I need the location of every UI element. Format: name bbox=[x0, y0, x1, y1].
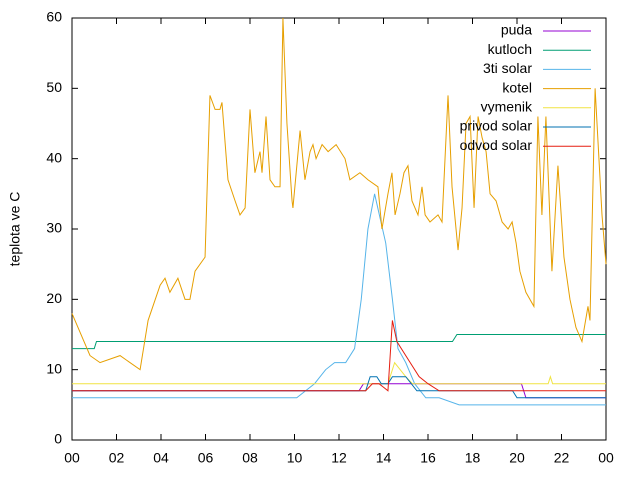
y-tick-label: 10 bbox=[46, 360, 62, 376]
legend-label: 3ti solar bbox=[483, 60, 532, 76]
y-tick-label: 60 bbox=[46, 9, 62, 25]
legend-label: vymenik bbox=[481, 99, 533, 115]
x-tick-label: 02 bbox=[109, 450, 125, 466]
x-tick-label: 20 bbox=[509, 450, 525, 466]
x-tick-label: 22 bbox=[554, 450, 570, 466]
series-line bbox=[72, 334, 606, 350]
x-tick-label: 00 bbox=[64, 450, 80, 466]
x-tick-label: 12 bbox=[331, 450, 347, 466]
legend-label: odvod solar bbox=[460, 137, 533, 153]
legend-label: kutloch bbox=[488, 41, 532, 57]
x-tick-label: 14 bbox=[376, 450, 392, 466]
legend-label: privod solar bbox=[460, 118, 533, 134]
series-line bbox=[71, 17, 607, 371]
y-axis-label: teplota ve C bbox=[7, 192, 23, 267]
legend-label: kotel bbox=[502, 79, 532, 95]
y-tick-label: 30 bbox=[46, 220, 62, 236]
series-line bbox=[72, 193, 606, 406]
y-tick-label: 0 bbox=[54, 431, 62, 447]
series-line bbox=[72, 376, 606, 399]
x-tick-label: 18 bbox=[465, 450, 481, 466]
legend-label: puda bbox=[501, 22, 532, 38]
y-tick-label: 20 bbox=[46, 290, 62, 306]
x-tick-label: 00 bbox=[598, 450, 614, 466]
y-tick-label: 50 bbox=[46, 79, 62, 95]
x-tick-label: 06 bbox=[198, 450, 214, 466]
x-tick-label: 16 bbox=[420, 450, 436, 466]
x-tick-label: 04 bbox=[153, 450, 169, 466]
y-tick-label: 40 bbox=[46, 149, 62, 165]
series-line bbox=[72, 320, 606, 392]
x-tick-label: 08 bbox=[242, 450, 258, 466]
series-line bbox=[72, 361, 606, 385]
x-tick-label: 10 bbox=[287, 450, 303, 466]
